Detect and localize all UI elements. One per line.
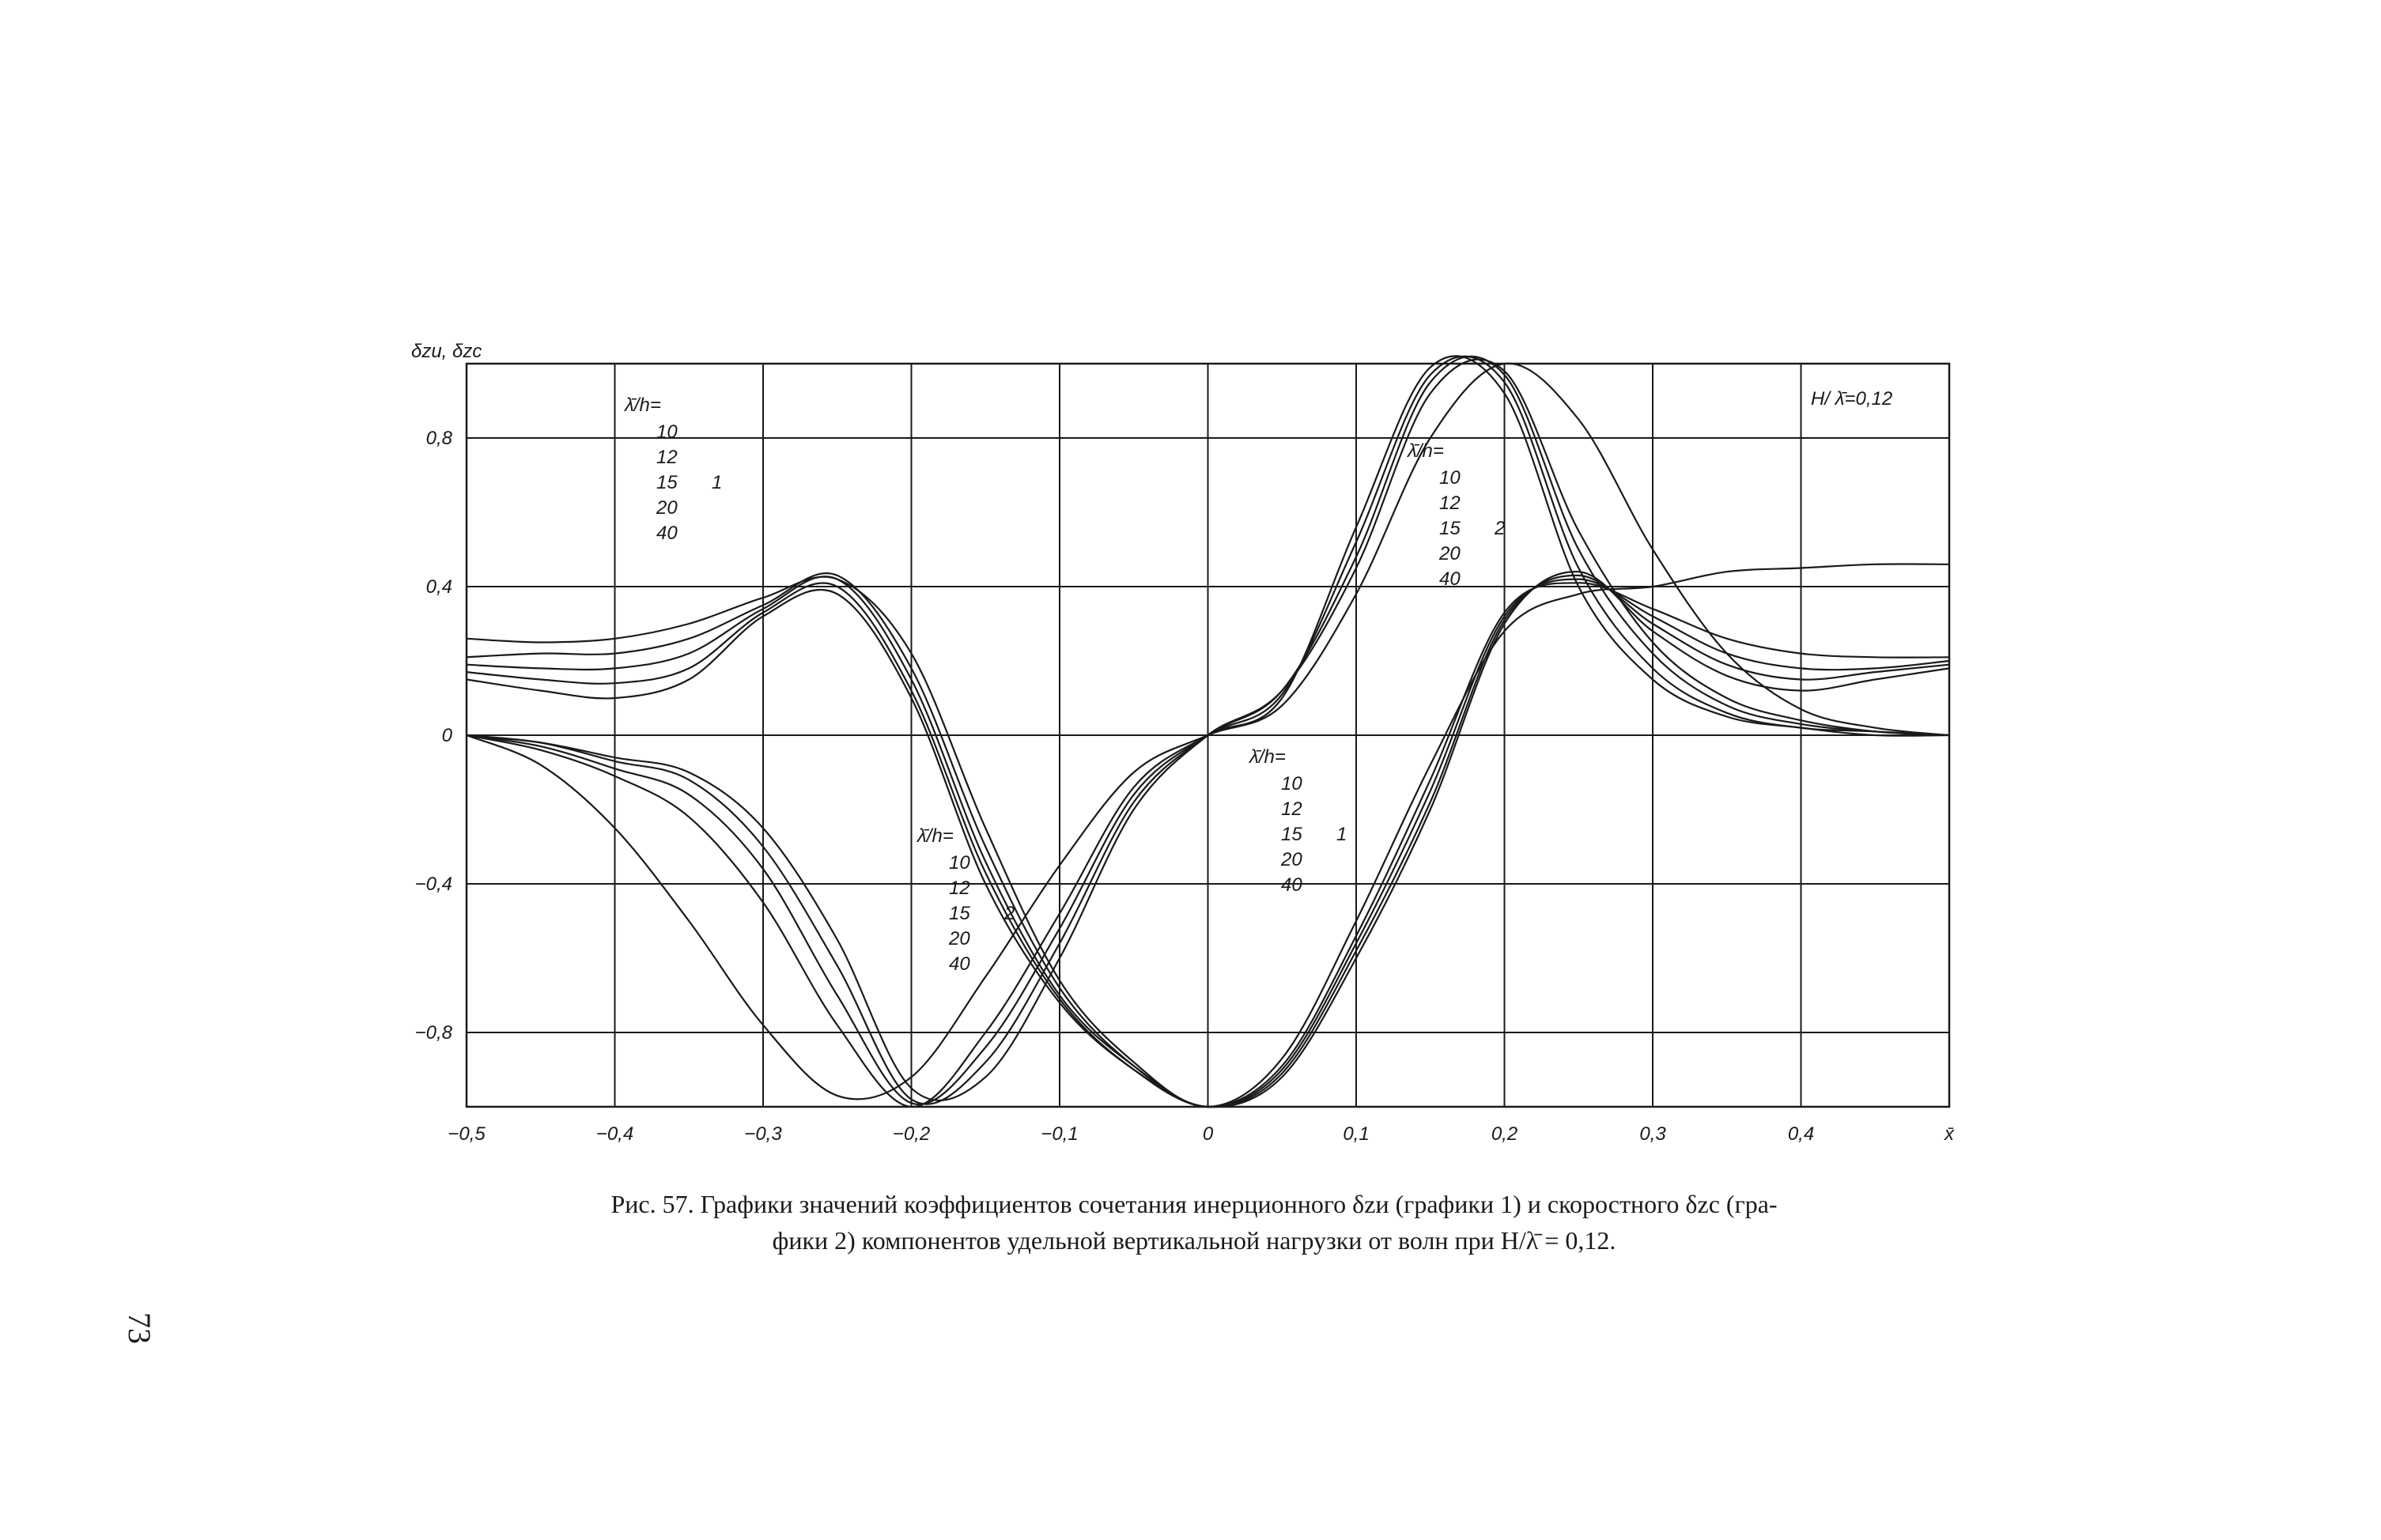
series-lines — [466, 355, 1950, 1108]
legend-block: λ̄/h= 10 12 15 20 40 2 — [916, 825, 1015, 975]
legend-value: 12 — [656, 447, 678, 468]
legend-header: λ̄/h= — [916, 825, 954, 847]
legend-value: 15 — [656, 472, 678, 493]
x-tick-label: −0,4 — [596, 1123, 633, 1145]
legend-value: 12 — [949, 878, 970, 899]
legend-header: λ̄/h= — [623, 394, 661, 416]
legend-value: 12 — [1281, 798, 1302, 820]
figure-caption: Рис. 57. Графики значений коэффициентов … — [443, 1186, 1945, 1259]
legend-group-label: 2 — [1494, 518, 1505, 539]
series-line-2-40 — [466, 362, 1950, 1100]
caption-line-1: Рис. 57. Графики значений коэффициентов … — [610, 1190, 1778, 1218]
y-tick-label: 0 — [442, 725, 453, 746]
y-tick-label: −0,8 — [415, 1022, 453, 1044]
x-tick-label: 0 — [1203, 1123, 1214, 1145]
legend-block: λ̄/h= 10 12 15 20 40 2 — [1406, 440, 1505, 590]
x-tick-label: −0,5 — [448, 1123, 486, 1145]
legend-value: 40 — [949, 953, 970, 975]
legend-value: 10 — [949, 852, 970, 874]
y-tick-labels: 0,8 0,4 0 −0,4 −0,8 — [415, 428, 453, 1044]
series-line-1-40 — [466, 563, 1950, 1108]
series-line-2-20 — [466, 355, 1950, 1108]
legend-header: λ̄/h= — [1406, 440, 1444, 462]
x-tick-label: −0,3 — [744, 1123, 782, 1145]
legend-value: 20 — [1438, 543, 1461, 564]
legend-value: 15 — [1281, 824, 1302, 845]
legend-block: λ̄/h= 10 12 15 20 40 1 — [623, 394, 722, 544]
y-tick-label: 0,4 — [426, 576, 452, 598]
x-tick-label: 0,2 — [1491, 1123, 1517, 1145]
legend-value: 10 — [1281, 773, 1302, 795]
legend-value: 40 — [656, 523, 678, 544]
y-axis-label: δzи, δzc — [411, 341, 482, 362]
legend-value: 15 — [949, 903, 970, 924]
caption-line-2: фики 2) компонентов удельной вертикально… — [772, 1226, 1616, 1255]
legend-value: 15 — [1439, 518, 1461, 539]
x-tick-labels: −0,5 −0,4 −0,3 −0,2 −0,1 0 0,1 0,2 0,3 0,4 x̄ — [448, 1123, 1955, 1145]
legend-value: 20 — [656, 497, 678, 519]
x-tick-label: −0,1 — [1041, 1123, 1078, 1145]
y-tick-label: −0,4 — [415, 874, 452, 895]
legend-blocks: λ̄/h=10121520401λ̄/h=10121520402λ̄/h=101… — [623, 394, 1505, 975]
x-tick-label: 0,3 — [1639, 1123, 1666, 1145]
legend-group-label: 1 — [712, 472, 722, 493]
legend-header: λ̄/h= — [1248, 746, 1286, 768]
legend-group-label: 2 — [1003, 903, 1015, 924]
top-right-annotation: H/ λ̄=0,12 — [1811, 388, 1892, 410]
legend-value: 10 — [656, 421, 678, 443]
legend-value: 20 — [1280, 849, 1302, 870]
legend-value: 20 — [948, 928, 970, 949]
y-tick-label: 0,8 — [426, 428, 453, 449]
x-tick-label: −0,2 — [893, 1123, 930, 1145]
legend-value: 12 — [1439, 493, 1461, 514]
x-tick-label: 0,4 — [1788, 1123, 1814, 1145]
x-tick-label: x̄ — [1944, 1123, 1955, 1145]
legend-value: 10 — [1439, 467, 1461, 489]
legend-value: 40 — [1281, 874, 1302, 896]
legend-value: 40 — [1439, 568, 1461, 590]
legend-block: λ̄/h= 10 12 15 20 40 1 — [1248, 746, 1347, 896]
x-tick-label: 0,1 — [1343, 1123, 1369, 1145]
legend-group-label: 1 — [1336, 824, 1347, 845]
page-number: 73 — [122, 1312, 157, 1344]
